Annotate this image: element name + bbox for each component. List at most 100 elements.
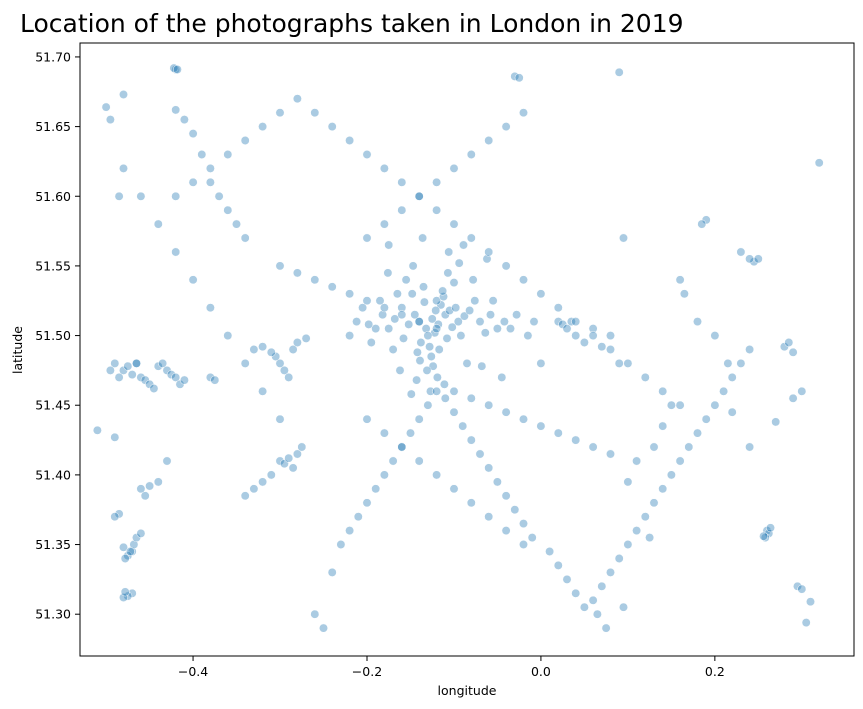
data-point <box>362 233 372 243</box>
data-point <box>675 400 685 410</box>
data-point <box>249 345 259 354</box>
data-point <box>432 205 442 215</box>
data-point <box>475 449 485 459</box>
data-point <box>205 163 215 173</box>
data-point <box>645 533 655 543</box>
data-point <box>132 358 141 368</box>
data-point <box>432 177 442 187</box>
data-point <box>623 540 633 549</box>
data-point <box>736 358 746 368</box>
data-point <box>362 414 372 424</box>
data-point <box>292 268 302 278</box>
data-point <box>679 289 689 299</box>
data-point <box>484 463 494 473</box>
data-point <box>136 191 146 201</box>
data-point <box>415 356 425 366</box>
data-point <box>366 338 376 347</box>
data-point <box>675 275 685 285</box>
y-tick-label: 51.55 <box>35 258 71 273</box>
data-point <box>632 456 642 466</box>
data-point <box>553 560 563 570</box>
data-point <box>158 358 168 368</box>
data-point <box>364 319 374 329</box>
data-point <box>288 345 298 354</box>
data-point <box>412 375 422 385</box>
data-point <box>114 191 124 201</box>
data-point <box>371 324 381 334</box>
data-point <box>762 526 772 536</box>
data-point <box>623 477 633 487</box>
data-point <box>362 296 372 306</box>
data-point <box>454 258 464 268</box>
data-point <box>788 393 798 403</box>
y-tick-label: 51.35 <box>35 537 71 552</box>
plot-frame <box>79 42 855 657</box>
data-point <box>553 303 563 313</box>
data-point <box>345 136 355 145</box>
data-point <box>232 219 241 229</box>
data-point <box>801 618 811 628</box>
data-point <box>466 498 476 508</box>
points-layer <box>92 63 824 633</box>
data-point <box>759 531 769 541</box>
data-point <box>353 512 363 522</box>
data-point <box>258 342 268 352</box>
data-point <box>266 470 276 480</box>
data-point <box>266 347 276 357</box>
data-point <box>210 375 220 385</box>
y-tick-label: 51.60 <box>35 189 71 204</box>
x-tick-label: −0.4 <box>178 664 208 679</box>
data-point <box>419 282 428 292</box>
data-point <box>439 379 449 389</box>
data-point <box>188 129 198 139</box>
data-point <box>658 421 668 431</box>
data-point <box>188 177 198 187</box>
data-point <box>484 136 494 145</box>
data-point <box>404 319 414 329</box>
data-point <box>240 491 250 501</box>
data-point <box>92 425 102 435</box>
data-point <box>745 345 755 354</box>
data-point <box>488 296 498 306</box>
data-point <box>432 372 442 382</box>
data-point <box>383 268 393 278</box>
data-point <box>362 498 372 508</box>
data-point <box>571 331 581 341</box>
data-point <box>597 342 607 352</box>
data-point <box>120 554 130 563</box>
data-point <box>110 512 120 522</box>
data-point <box>119 593 128 602</box>
data-point <box>301 333 311 343</box>
data-point <box>536 358 546 368</box>
data-point <box>693 428 702 438</box>
data-point <box>428 361 438 371</box>
data-point <box>388 456 398 466</box>
data-point <box>432 470 442 480</box>
data-point <box>553 317 563 327</box>
data-point <box>120 587 130 597</box>
data-point <box>375 296 385 306</box>
data-point <box>297 442 307 452</box>
data-point <box>453 317 463 327</box>
data-point <box>292 449 302 459</box>
data-point <box>693 317 702 327</box>
data-point <box>397 442 407 452</box>
data-point <box>426 386 435 396</box>
data-point <box>223 150 233 159</box>
data-point <box>406 389 416 399</box>
data-point <box>125 547 135 556</box>
data-point <box>284 372 294 382</box>
data-point <box>666 470 676 480</box>
data-point <box>466 233 476 243</box>
data-point <box>378 310 388 320</box>
data-point <box>468 275 478 285</box>
data-point <box>710 400 720 410</box>
data-point <box>510 505 520 515</box>
data-point <box>358 303 368 313</box>
x-tick-label: 0.2 <box>705 664 725 679</box>
data-point <box>745 254 755 264</box>
data-point <box>397 310 407 320</box>
data-point <box>553 428 563 438</box>
data-point <box>345 331 355 341</box>
